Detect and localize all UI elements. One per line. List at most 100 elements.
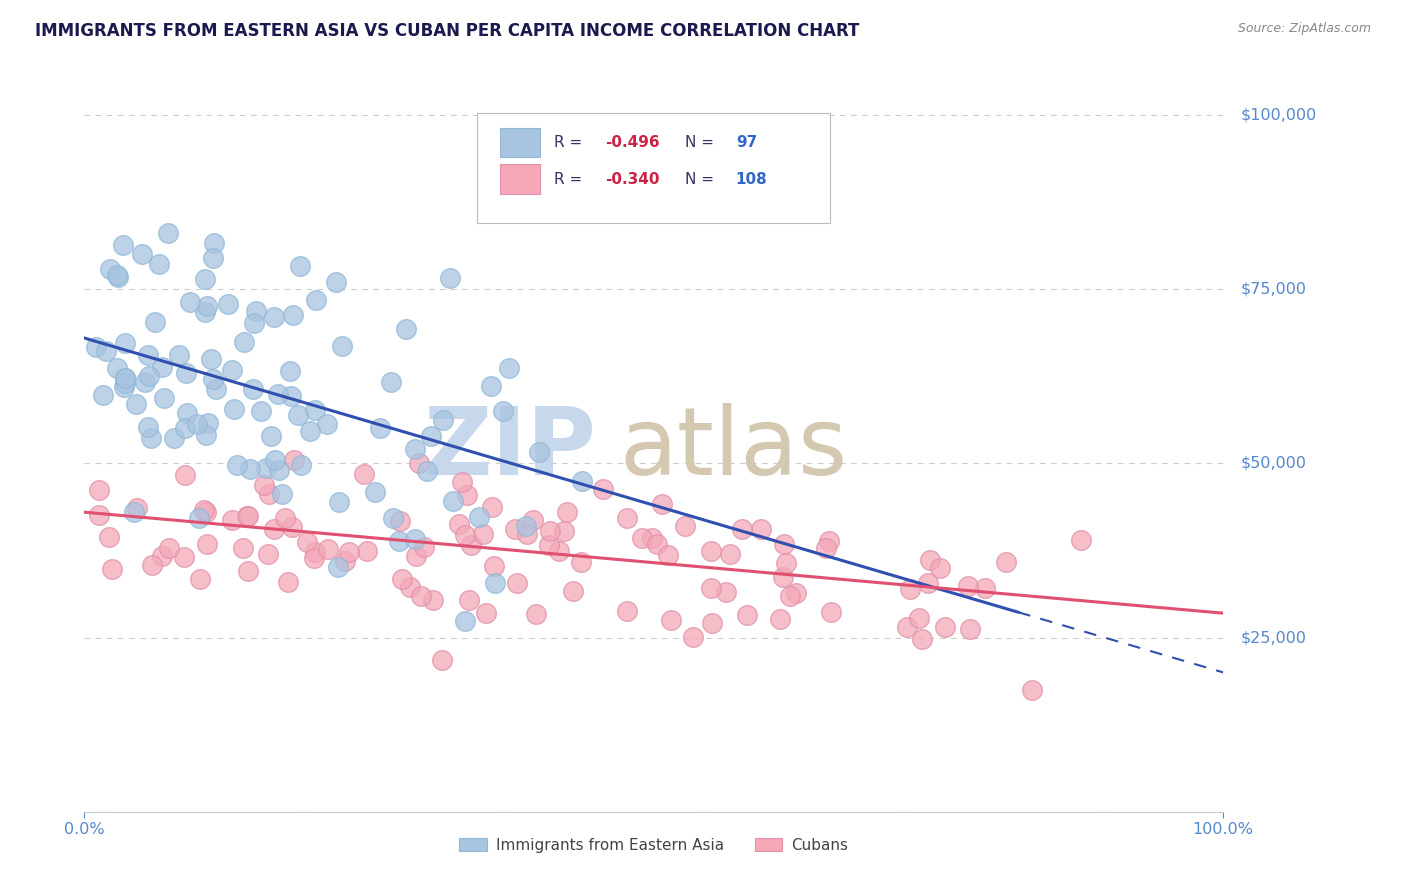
Point xyxy=(87,508,110,522)
Point xyxy=(224,402,246,417)
Point xyxy=(768,611,790,625)
Point xyxy=(553,524,575,538)
Bar xyxy=(501,128,540,157)
Point xyxy=(157,541,180,555)
Point xyxy=(114,376,136,390)
Point xyxy=(232,541,254,555)
Point xyxy=(404,442,426,456)
Point xyxy=(412,541,434,555)
Point xyxy=(263,522,285,536)
Point xyxy=(131,247,153,261)
Point xyxy=(134,375,156,389)
Point xyxy=(454,527,477,541)
Point xyxy=(270,487,292,501)
Point xyxy=(167,348,190,362)
Point xyxy=(267,387,290,401)
Text: ZIP: ZIP xyxy=(425,403,598,495)
Point xyxy=(288,259,311,273)
Point xyxy=(242,382,264,396)
Point xyxy=(245,303,267,318)
Point xyxy=(98,530,121,544)
Point xyxy=(250,404,273,418)
Text: R =: R = xyxy=(554,171,586,186)
Point xyxy=(515,518,537,533)
Point xyxy=(1021,683,1043,698)
Text: $75,000: $75,000 xyxy=(1240,282,1306,297)
Point xyxy=(908,610,931,624)
Point xyxy=(420,428,443,442)
Point xyxy=(911,632,934,646)
Point xyxy=(356,544,378,558)
Point xyxy=(195,537,218,551)
Text: 108: 108 xyxy=(735,171,768,186)
Point xyxy=(179,295,201,310)
Point xyxy=(98,262,121,277)
Point xyxy=(194,304,217,318)
Point xyxy=(152,359,174,374)
Point xyxy=(193,503,215,517)
Point xyxy=(84,340,107,354)
Point xyxy=(391,572,413,586)
Point xyxy=(395,322,418,336)
Legend: Immigrants from Eastern Asia, Cubans: Immigrants from Eastern Asia, Cubans xyxy=(453,831,855,859)
Point xyxy=(235,508,257,523)
Point xyxy=(163,431,186,445)
Point xyxy=(817,534,839,549)
Point xyxy=(959,623,981,637)
Point xyxy=(280,389,302,403)
Point xyxy=(503,523,526,537)
Point xyxy=(388,534,411,549)
Point xyxy=(257,487,280,501)
Point xyxy=(498,360,520,375)
Point xyxy=(657,548,679,562)
Text: N =: N = xyxy=(685,135,718,150)
Point xyxy=(631,532,654,546)
Point xyxy=(779,589,801,603)
Point xyxy=(330,339,353,353)
Point xyxy=(302,550,325,565)
Point xyxy=(316,541,339,556)
Point xyxy=(194,505,217,519)
Point xyxy=(217,297,239,311)
Point xyxy=(107,269,129,284)
Text: 97: 97 xyxy=(735,135,756,150)
Point xyxy=(305,293,328,307)
Point xyxy=(388,514,411,528)
Point xyxy=(148,257,170,271)
Point xyxy=(226,458,249,473)
Text: atlas: atlas xyxy=(620,403,848,495)
Point xyxy=(263,310,285,324)
Point xyxy=(153,391,176,405)
Point xyxy=(651,497,673,511)
Point xyxy=(929,560,952,574)
Point xyxy=(315,417,337,431)
Point xyxy=(398,580,420,594)
Point xyxy=(274,511,297,525)
Point xyxy=(934,620,956,634)
Point xyxy=(138,368,160,383)
Text: -0.496: -0.496 xyxy=(605,135,659,150)
Point xyxy=(641,531,664,545)
Point xyxy=(236,508,259,523)
Point xyxy=(236,564,259,578)
Point xyxy=(917,576,939,591)
Point xyxy=(328,494,350,508)
Point xyxy=(505,576,527,591)
Point xyxy=(814,541,837,555)
Point xyxy=(422,593,444,607)
Point xyxy=(896,619,918,633)
Point xyxy=(122,505,145,519)
Point xyxy=(538,524,561,539)
Point xyxy=(194,272,217,286)
Point xyxy=(176,407,198,421)
Point xyxy=(898,582,921,597)
Point xyxy=(974,581,997,595)
Point xyxy=(524,607,547,622)
Point xyxy=(700,616,723,631)
Point xyxy=(195,299,218,313)
Point xyxy=(484,576,506,591)
Point xyxy=(277,575,299,590)
Point xyxy=(382,511,405,525)
Text: $100,000: $100,000 xyxy=(1240,108,1316,122)
Point xyxy=(242,316,264,330)
